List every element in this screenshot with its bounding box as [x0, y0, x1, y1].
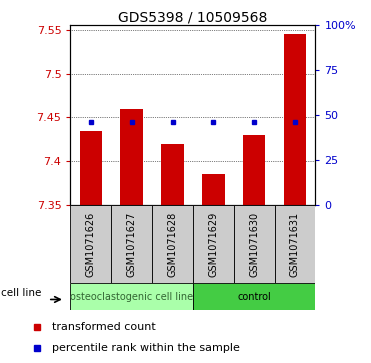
- Bar: [70, 283, 193, 310]
- Bar: [111, 205, 152, 283]
- Bar: [193, 283, 315, 310]
- Bar: [121, 109, 143, 205]
- Text: osteoclastogenic cell line: osteoclastogenic cell line: [70, 292, 193, 302]
- Bar: [161, 144, 184, 205]
- Bar: [152, 205, 193, 283]
- Bar: [202, 174, 224, 205]
- Text: GSM1071626: GSM1071626: [86, 212, 96, 277]
- Bar: [80, 131, 102, 205]
- Title: GDS5398 / 10509568: GDS5398 / 10509568: [118, 10, 267, 24]
- Bar: [70, 205, 111, 283]
- Text: GSM1071631: GSM1071631: [290, 212, 300, 277]
- Bar: [275, 205, 315, 283]
- Text: GSM1071630: GSM1071630: [249, 212, 259, 277]
- Text: GSM1071628: GSM1071628: [168, 212, 177, 277]
- Text: percentile rank within the sample: percentile rank within the sample: [52, 343, 240, 353]
- Bar: [284, 34, 306, 205]
- Bar: [234, 205, 275, 283]
- Bar: [193, 205, 234, 283]
- Text: control: control: [237, 292, 271, 302]
- Text: cell line: cell line: [1, 287, 42, 298]
- Text: transformed count: transformed count: [52, 322, 156, 332]
- Bar: [243, 135, 265, 205]
- Text: GSM1071627: GSM1071627: [127, 211, 137, 277]
- Text: GSM1071629: GSM1071629: [209, 212, 218, 277]
